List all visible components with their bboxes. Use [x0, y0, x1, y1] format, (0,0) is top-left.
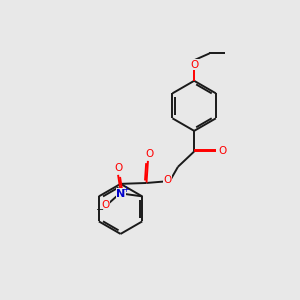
- Text: O: O: [164, 175, 172, 185]
- Text: O: O: [102, 200, 110, 210]
- Text: N: N: [116, 189, 126, 199]
- Text: +: +: [123, 184, 130, 194]
- Text: O: O: [219, 146, 227, 157]
- Text: O: O: [114, 164, 122, 173]
- Text: O: O: [190, 60, 198, 70]
- Text: O: O: [145, 149, 154, 159]
- Text: −: −: [96, 205, 104, 214]
